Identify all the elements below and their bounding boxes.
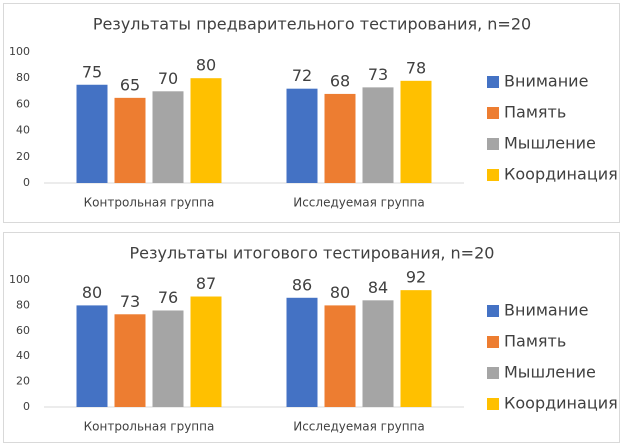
legend-swatch: [487, 398, 499, 410]
bar: [152, 310, 184, 407]
y-tick-label: 60: [16, 97, 30, 110]
legend-swatch: [487, 76, 499, 88]
bar: [190, 78, 222, 183]
x-tick-label: Контрольная группа: [84, 196, 215, 210]
y-tick-label: 20: [16, 375, 30, 388]
y-tick-label: 40: [16, 124, 30, 137]
bar: [400, 290, 432, 407]
y-tick-label: 80: [16, 298, 30, 311]
bar: [286, 297, 318, 407]
data-label: 76: [158, 288, 178, 307]
legend-swatch: [487, 107, 499, 119]
bar: [362, 300, 394, 407]
legend-label: Координация: [504, 165, 618, 184]
data-label: 92: [406, 268, 426, 287]
legend-swatch: [487, 367, 499, 379]
legend-swatch: [487, 336, 499, 348]
legend-label: Мышление: [504, 134, 596, 153]
y-tick-label: 0: [23, 176, 30, 189]
data-label: 65: [120, 75, 140, 94]
bar: [76, 84, 108, 183]
x-tick-label: Исследуемая группа: [293, 196, 425, 210]
y-tick-label: 80: [16, 71, 30, 84]
y-tick-label: 100: [9, 273, 30, 286]
bar: [152, 91, 184, 183]
chart-title: Результаты предварительного тестирования…: [93, 15, 531, 34]
x-tick-label: Исследуемая группа: [293, 420, 425, 434]
legend-swatch: [487, 169, 499, 181]
y-tick-label: 40: [16, 349, 30, 362]
legend-label: Координация: [504, 394, 618, 413]
bar: [286, 88, 318, 183]
data-label: 86: [292, 275, 312, 294]
data-label: 80: [196, 56, 216, 75]
legend-label: Память: [504, 103, 566, 122]
bar: [400, 80, 432, 183]
data-label: 84: [368, 278, 388, 297]
bar: [190, 296, 222, 407]
bar: [362, 87, 394, 183]
bar: [324, 93, 356, 183]
bar: [114, 97, 146, 183]
y-tick-label: 0: [23, 400, 30, 413]
bar: [324, 305, 356, 407]
bar: [114, 314, 146, 407]
data-label: 80: [82, 283, 102, 302]
legend-label: Внимание: [504, 301, 588, 320]
legend-label: Мышление: [504, 363, 596, 382]
bar: [76, 305, 108, 407]
data-label: 68: [330, 71, 350, 90]
data-label: 78: [406, 58, 426, 77]
data-label: 73: [368, 65, 388, 84]
legend-swatch: [487, 138, 499, 150]
legend-label: Память: [504, 332, 566, 351]
data-label: 87: [196, 274, 216, 293]
y-tick-label: 20: [16, 150, 30, 163]
data-label: 72: [292, 66, 312, 85]
chart-title: Результаты итогового тестирования, n=20: [130, 244, 495, 263]
y-tick-label: 60: [16, 324, 30, 337]
y-tick-label: 100: [9, 45, 30, 58]
data-label: 70: [158, 69, 178, 88]
legend-label: Внимание: [504, 72, 588, 91]
x-tick-label: Контрольная группа: [84, 420, 215, 434]
data-label: 73: [120, 292, 140, 311]
legend-swatch: [487, 305, 499, 317]
data-label: 80: [330, 283, 350, 302]
data-label: 75: [82, 62, 102, 81]
